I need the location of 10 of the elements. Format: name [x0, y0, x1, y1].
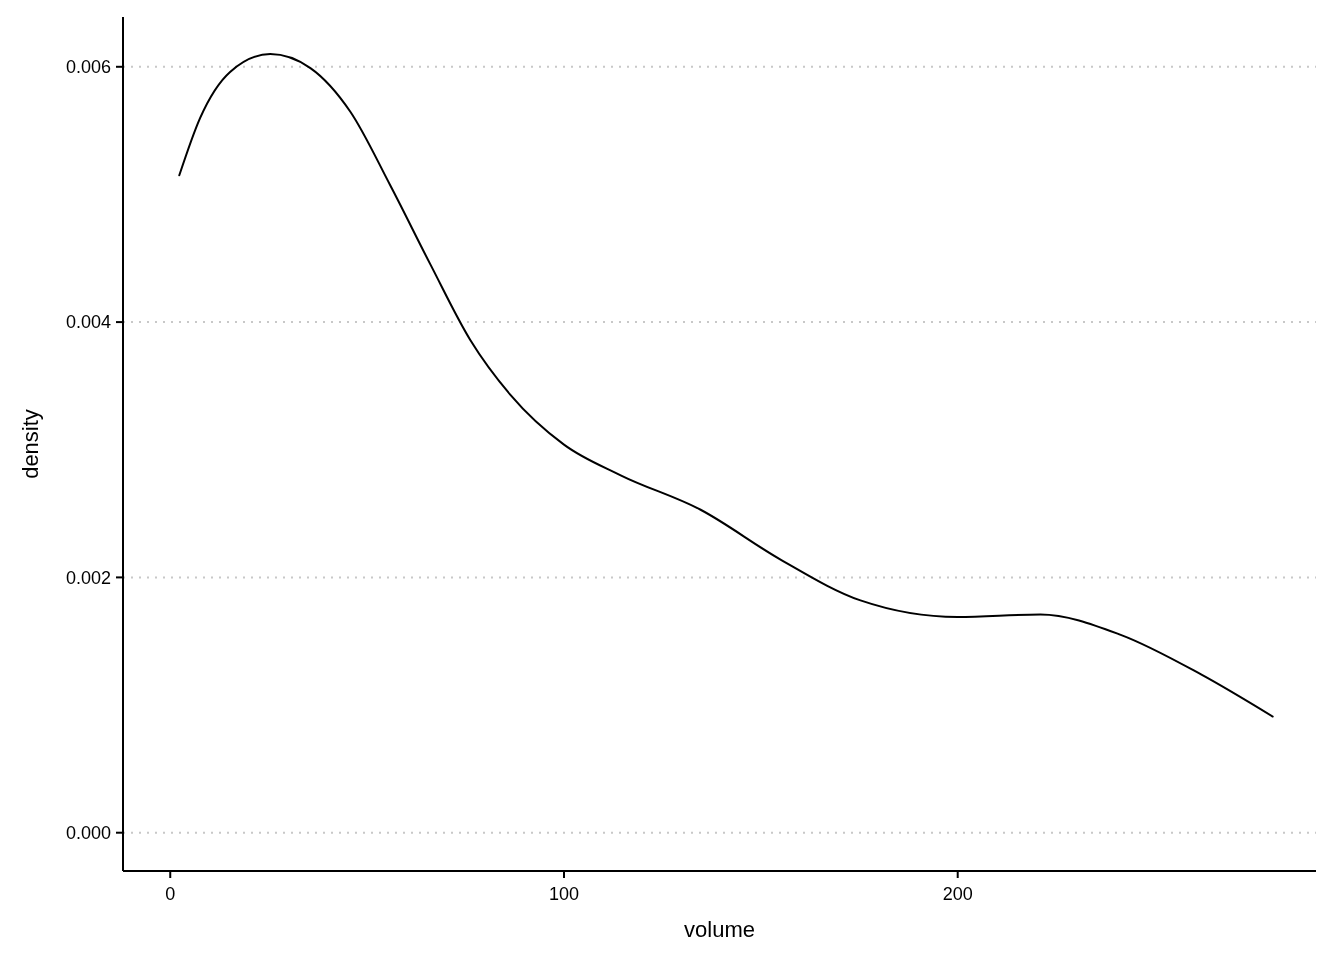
y-tick-label: 0.006 [65, 57, 111, 78]
x-axis-title: volume [684, 917, 755, 942]
y-tick-label: 0.000 [65, 823, 111, 843]
y-axis-title: density [18, 409, 43, 479]
x-tick-label: 200 [942, 884, 973, 904]
y-tick-label: 0.004 [65, 312, 111, 333]
line-series [178, 53, 1274, 718]
x-tick-label: 100 [548, 884, 579, 904]
x-tick-label: 0 [165, 884, 176, 904]
y-tick-label: 0.002 [65, 567, 111, 588]
